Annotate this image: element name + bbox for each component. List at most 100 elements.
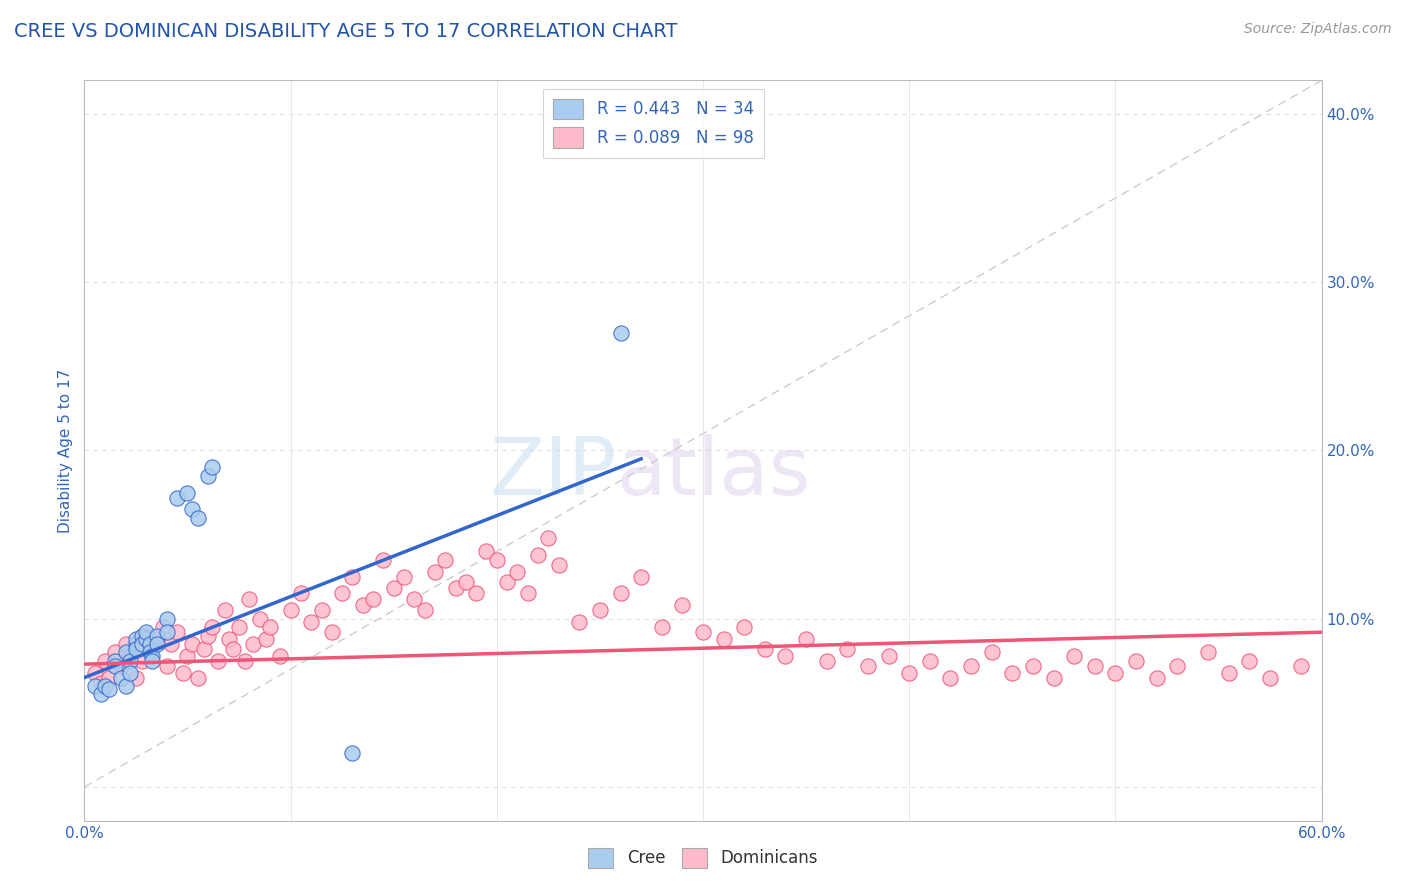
Text: atlas: atlas — [616, 434, 811, 512]
Point — [176, 485, 198, 500]
Point — [404, 591, 426, 606]
Point — [135, 628, 157, 642]
Y-axis label: Disability Age 5 to 17: Disability Age 5 to 17 — [58, 368, 73, 533]
Point — [114, 637, 136, 651]
Point — [733, 620, 755, 634]
Point — [131, 654, 153, 668]
Point — [506, 565, 529, 579]
Point — [98, 671, 121, 685]
Point — [321, 625, 343, 640]
Point — [392, 569, 415, 583]
Point — [547, 558, 569, 572]
Point — [152, 620, 174, 634]
Point — [1063, 648, 1085, 663]
Point — [280, 603, 302, 617]
Point — [172, 665, 194, 680]
Point — [856, 658, 879, 673]
Point — [342, 569, 364, 583]
Point — [114, 645, 136, 659]
Point — [110, 658, 132, 673]
Point — [290, 586, 312, 600]
Legend: Cree, Dominicans: Cree, Dominicans — [582, 841, 824, 875]
Point — [145, 637, 167, 651]
Point — [671, 599, 693, 613]
Point — [180, 502, 202, 516]
Point — [1166, 658, 1188, 673]
Point — [352, 599, 374, 613]
Point — [166, 491, 188, 505]
Point — [176, 648, 198, 663]
Point — [496, 574, 519, 589]
Point — [980, 645, 1002, 659]
Point — [918, 654, 941, 668]
Point — [125, 642, 148, 657]
Point — [1258, 671, 1281, 685]
Point — [589, 603, 612, 617]
Point — [361, 591, 384, 606]
Point — [139, 642, 162, 657]
Point — [201, 620, 224, 634]
Point — [330, 586, 353, 600]
Point — [118, 648, 141, 663]
Point — [898, 665, 921, 680]
Point — [125, 632, 148, 646]
Point — [1146, 671, 1168, 685]
Point — [139, 645, 162, 659]
Point — [1084, 658, 1107, 673]
Point — [222, 642, 245, 657]
Point — [90, 675, 112, 690]
Point — [118, 665, 141, 680]
Point — [156, 658, 179, 673]
Point — [516, 586, 538, 600]
Point — [238, 591, 260, 606]
Point — [197, 628, 219, 642]
Point — [815, 654, 838, 668]
Point — [413, 603, 436, 617]
Point — [1289, 658, 1312, 673]
Point — [454, 574, 477, 589]
Point — [754, 642, 776, 657]
Text: Source: ZipAtlas.com: Source: ZipAtlas.com — [1244, 22, 1392, 37]
Point — [104, 645, 127, 659]
Point — [187, 671, 209, 685]
Point — [83, 679, 105, 693]
Point — [794, 632, 817, 646]
Point — [135, 632, 157, 646]
Point — [160, 637, 183, 651]
Point — [1104, 665, 1126, 680]
Point — [1239, 654, 1261, 668]
Point — [1022, 658, 1045, 673]
Point — [98, 682, 121, 697]
Point — [837, 642, 859, 657]
Point — [1197, 645, 1219, 659]
Point — [104, 654, 127, 668]
Point — [187, 510, 209, 524]
Point — [311, 603, 333, 617]
Point — [692, 625, 714, 640]
Point — [180, 637, 202, 651]
Point — [104, 658, 127, 673]
Point — [254, 632, 277, 646]
Point — [568, 615, 591, 629]
Point — [475, 544, 498, 558]
Point — [877, 648, 900, 663]
Point — [214, 603, 236, 617]
Point — [373, 553, 395, 567]
Text: ZIP: ZIP — [489, 434, 616, 512]
Point — [233, 654, 256, 668]
Point — [94, 654, 117, 668]
Point — [630, 569, 652, 583]
Point — [110, 671, 132, 685]
Legend: R = 0.443   N = 34, R = 0.089   N = 98: R = 0.443 N = 34, R = 0.089 N = 98 — [543, 88, 763, 158]
Point — [259, 620, 281, 634]
Point — [166, 625, 188, 640]
Point — [775, 648, 797, 663]
Point — [141, 648, 163, 663]
Point — [125, 671, 148, 685]
Point — [939, 671, 962, 685]
Point — [207, 654, 229, 668]
Point — [242, 637, 264, 651]
Point — [1218, 665, 1240, 680]
Point — [527, 548, 550, 562]
Point — [1042, 671, 1064, 685]
